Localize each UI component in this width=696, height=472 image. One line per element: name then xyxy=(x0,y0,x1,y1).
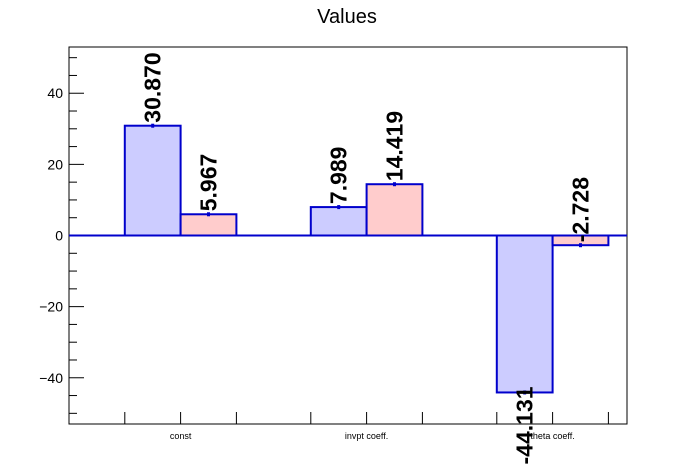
y-tick-label: 20 xyxy=(47,156,63,172)
y-tick-label: −40 xyxy=(39,370,63,386)
x-axis: const invpt coeff. theta coeff. xyxy=(124,412,609,441)
data-label: 5.967 xyxy=(196,154,222,212)
y-axis: −40 −20 0 20 40 xyxy=(39,57,84,414)
data-labels: 30.870 7.989 -44.131 5.967 14.419 -2.728 xyxy=(140,52,594,464)
chart-title: Values xyxy=(317,6,377,28)
data-label: 14.419 xyxy=(382,111,408,181)
bar xyxy=(123,124,182,237)
category-label: invpt coeff. xyxy=(345,431,388,441)
data-label: -44.131 xyxy=(512,386,538,464)
data-label: 7.989 xyxy=(326,147,352,205)
category-label: theta coeff. xyxy=(530,431,574,441)
y-tick-label: 40 xyxy=(47,85,63,101)
bars xyxy=(123,123,610,395)
y-tick-label: 0 xyxy=(55,228,63,244)
data-label: -2.728 xyxy=(568,177,594,242)
data-label: 30.870 xyxy=(140,52,166,122)
category-label: const xyxy=(170,431,192,441)
y-tick-label: −20 xyxy=(39,299,63,315)
bar xyxy=(179,213,238,237)
bar xyxy=(365,183,424,237)
bar xyxy=(309,206,368,237)
bar xyxy=(495,234,554,394)
